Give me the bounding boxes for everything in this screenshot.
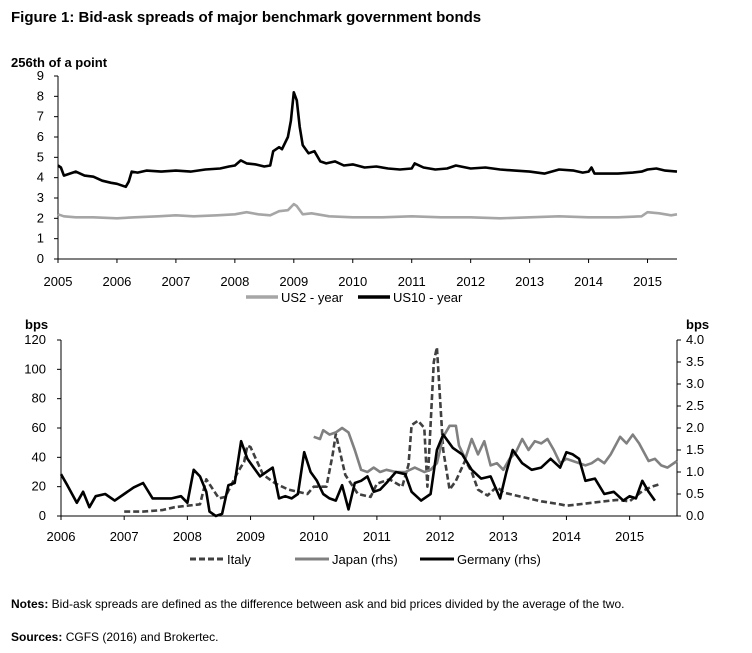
y-tick-label-left: 20 xyxy=(32,479,46,494)
y-tick-label-left: 40 xyxy=(32,449,46,464)
y-tick-label: 5 xyxy=(37,149,44,164)
y-tick-label: 4 xyxy=(37,170,44,185)
y-tick-label: 2 xyxy=(37,210,44,225)
y-tick-label-right: 2.5 xyxy=(686,398,704,413)
figure-notes: Notes: Bid-ask spreads are defined as th… xyxy=(11,597,624,611)
y-tick-label-left: 120 xyxy=(24,332,46,347)
y-tick-label: 7 xyxy=(37,109,44,124)
x-tick-label: 2006 xyxy=(47,529,76,544)
x-tick-label: 2011 xyxy=(398,274,426,289)
x-tick-label: 2008 xyxy=(173,529,202,544)
y-tick-label-left: 80 xyxy=(32,391,46,406)
y-tick-label: 0 xyxy=(37,251,44,266)
y-tick-label: 9 xyxy=(37,68,44,83)
x-tick-label: 2015 xyxy=(633,274,662,289)
x-tick-label: 2005 xyxy=(44,274,73,289)
chart-top-bid-ask-us: 256th of a point 0 1 2 3 4 5 6 7 8 9 2005 2006 2007 20… xyxy=(11,55,678,305)
notes-label: Notes: xyxy=(11,597,49,611)
x-tick-label: 2011 xyxy=(363,529,391,544)
y-tick-label: 3 xyxy=(37,190,44,205)
y-tick-label-right: 1.0 xyxy=(686,464,704,479)
y-axis-label: 256th of a point xyxy=(11,55,108,70)
y-tick-label: 1 xyxy=(37,231,44,246)
x-tick-label: 2007 xyxy=(161,274,190,289)
sources-text: CGFS (2016) and Brokertec. xyxy=(62,630,219,644)
y-tick-label-left: 100 xyxy=(24,361,46,376)
sources-label: Sources: xyxy=(11,630,63,644)
y-tick-label-right: 0.0 xyxy=(686,508,704,523)
x-tick-label: 2008 xyxy=(220,274,249,289)
y-tick-label: 8 xyxy=(37,88,44,103)
legend-label-us10-year: US10 - year xyxy=(393,290,463,305)
series-line-germany-rhs xyxy=(59,433,656,518)
x-tick-label: 2012 xyxy=(456,274,485,289)
y-tick-label-left: 60 xyxy=(32,420,46,435)
legend-label-us2-year: US2 - year xyxy=(281,290,344,305)
legend-label-italy: Italy xyxy=(227,552,251,567)
series-line-us2-year xyxy=(57,202,678,220)
figure-title: Figure 1: Bid-ask spreads of major bench… xyxy=(11,9,482,26)
legend-label-japan-rhs: Japan (rhs) xyxy=(332,552,398,567)
chart-bottom-bid-ask-europe-japan: bps bps 0 20 40 60 80 100 120 0.0 0.5 1.0 1.5 2.0 2.5 3… xyxy=(24,317,709,567)
x-tick-label: 2007 xyxy=(110,529,139,544)
y-tick-label-right: 3.5 xyxy=(686,354,704,369)
x-tick-label: 2014 xyxy=(574,274,603,289)
x-tick-label: 2012 xyxy=(426,529,455,544)
x-tick-label: 2015 xyxy=(615,529,644,544)
legend-label-germany-rhs: Germany (rhs) xyxy=(457,552,541,567)
x-tick-label: 2009 xyxy=(279,274,308,289)
y-tick-label-right: 4.0 xyxy=(686,332,704,347)
x-tick-label: 2010 xyxy=(338,274,367,289)
y-tick-label-right: 1.5 xyxy=(686,442,704,457)
series-line-japan-rhs xyxy=(313,424,678,474)
y-tick-label-right: 0.5 xyxy=(686,486,704,501)
figure-sources: Sources: CGFS (2016) and Brokertec. xyxy=(11,630,218,644)
x-tick-label: 2010 xyxy=(299,529,328,544)
y-tick-label-left: 0 xyxy=(39,508,46,523)
x-tick-label: 2009 xyxy=(236,529,265,544)
series-line-us10-year xyxy=(57,91,678,189)
y-axis-label-right: bps xyxy=(686,317,709,332)
y-tick-label-right: 3.0 xyxy=(686,376,704,391)
x-tick-label: 2014 xyxy=(552,529,581,544)
x-tick-label: 2013 xyxy=(489,529,518,544)
y-axis-label-left: bps xyxy=(25,317,48,332)
y-tick-label: 6 xyxy=(37,129,44,144)
y-tick-label-right: 2.0 xyxy=(686,420,704,435)
x-tick-label: 2013 xyxy=(515,274,544,289)
x-tick-label: 2006 xyxy=(102,274,131,289)
notes-text: Bid-ask spreads are defined as the diffe… xyxy=(48,597,625,611)
